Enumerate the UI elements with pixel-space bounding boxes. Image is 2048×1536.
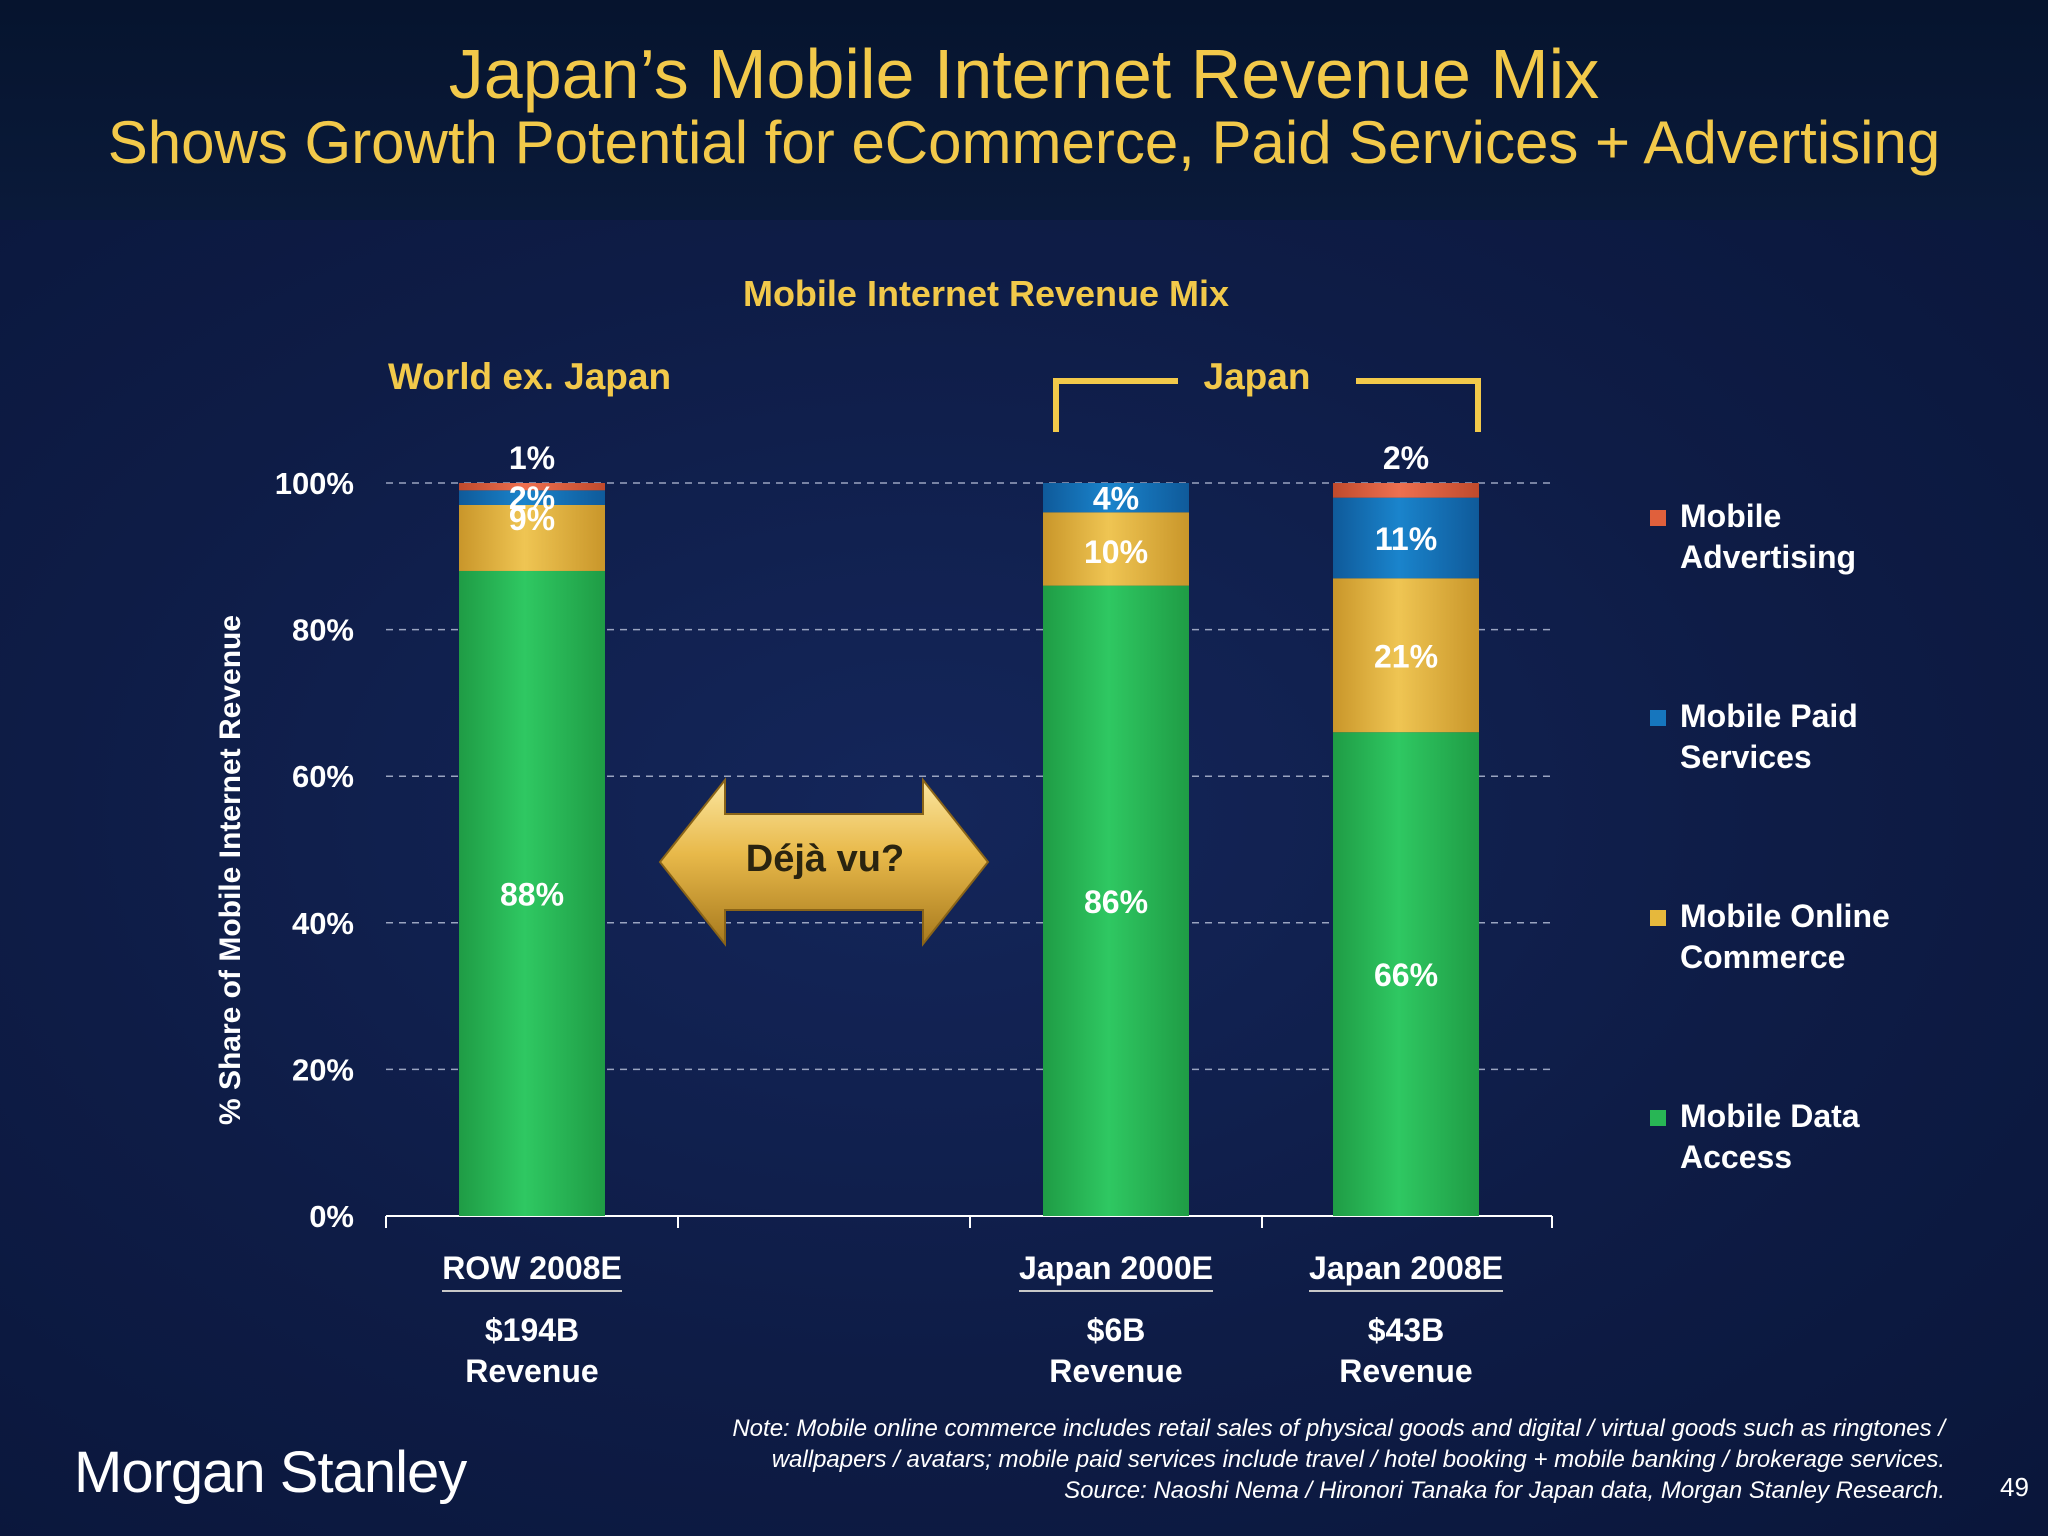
- data-labels: 88%9%2%1%86%10%4%66%21%11%2%: [500, 440, 1438, 993]
- footnote: Note: Mobile online commerce includes re…: [545, 1413, 1945, 1506]
- bar-segment-mobile-online-commerce: [1333, 578, 1479, 733]
- y-tick-label: 0%: [309, 1199, 354, 1234]
- japan-bracket: [1053, 378, 1481, 432]
- category-revenue: $194B Revenue: [402, 1310, 662, 1392]
- legend-item: Mobile Advertising: [1650, 496, 1950, 578]
- revenue-caption: Revenue: [465, 1353, 599, 1389]
- category-label: Japan 2000E $6B Revenue: [986, 1248, 1246, 1392]
- slide-body: [0, 220, 2048, 1536]
- y-tick-label: 60%: [292, 759, 354, 794]
- data-label: 4%: [1093, 481, 1139, 517]
- legend-swatch: [1650, 710, 1666, 726]
- y-tick-label: 100%: [275, 466, 354, 501]
- arrow-label: Déjà vu?: [745, 838, 905, 880]
- footnote-line: Source: Naoshi Nema / Hironori Tanaka fo…: [1064, 1477, 1945, 1504]
- slide-title: Japan’s Mobile Internet Revenue Mix: [448, 35, 1600, 113]
- bar-segment-mobile-data-access: [1043, 585, 1189, 1216]
- data-label: 21%: [1374, 638, 1438, 674]
- revenue-amount: $6B: [1086, 1312, 1146, 1348]
- double-arrow: [658, 777, 990, 947]
- bar-segment-mobile-data-access: [1333, 732, 1479, 1216]
- legend-label: Mobile Online Commerce: [1680, 898, 1890, 975]
- y-tick-label: 20%: [292, 1052, 354, 1087]
- group-label-japan: Japan: [1203, 356, 1311, 397]
- group-label-world: World ex. Japan: [388, 356, 672, 397]
- bar-segment-mobile-paid-services: [1043, 483, 1189, 513]
- chart-title: Mobile Internet Revenue Mix: [743, 273, 1229, 314]
- bar-segment-mobile-paid-services: [1333, 497, 1479, 579]
- revenue-caption: Revenue: [1049, 1353, 1183, 1389]
- category-name: ROW 2008E: [442, 1248, 622, 1292]
- legend-swatch: [1650, 510, 1666, 526]
- legend-item: Mobile Data Access: [1650, 1096, 1950, 1178]
- category-revenue: $6B Revenue: [986, 1310, 1246, 1392]
- legend-item: Mobile Online Commerce: [1650, 896, 1950, 978]
- legend-label: Mobile Data Access: [1680, 1098, 1860, 1175]
- title-band: [0, 0, 2048, 220]
- bar-segment-mobile-online-commerce: [1043, 512, 1189, 586]
- legend-label: Mobile Paid Services: [1680, 698, 1858, 775]
- footnote-line: Note: Mobile online commerce includes re…: [732, 1415, 1945, 1442]
- data-label: 2%: [1383, 440, 1429, 476]
- legend-swatch: [1650, 910, 1666, 926]
- data-label: 11%: [1375, 521, 1437, 557]
- footnote-line: wallpapers / avatars; mobile paid servic…: [771, 1446, 1945, 1473]
- page-number: 49: [2000, 1472, 2029, 1502]
- data-label: 88%: [500, 876, 564, 912]
- data-label: 1%: [509, 440, 555, 476]
- bars: [459, 483, 1479, 1216]
- data-label: 2%: [509, 480, 555, 516]
- y-tick-label: 40%: [292, 906, 354, 941]
- y-axis-label: % Share of Mobile Internet Revenue: [214, 615, 247, 1125]
- revenue-caption: Revenue: [1339, 1353, 1473, 1389]
- bar-segment-mobile-paid-services: [459, 490, 605, 505]
- category-name: Japan 2008E: [1309, 1248, 1503, 1292]
- bar-segment-mobile-advertising: [1333, 483, 1479, 498]
- data-label: 86%: [1084, 884, 1148, 920]
- category-label: Japan 2008E $43B Revenue: [1276, 1248, 1536, 1392]
- bar-segment-mobile-advertising: [459, 483, 605, 491]
- bar-segment-mobile-online-commerce: [459, 504, 605, 571]
- category-label: ROW 2008E $194B Revenue: [402, 1248, 662, 1392]
- legend-item: Mobile Paid Services: [1650, 696, 1950, 778]
- morgan-stanley-logo: Morgan Stanley: [74, 1440, 467, 1505]
- data-label: 66%: [1374, 957, 1438, 993]
- category-name: Japan 2000E: [1019, 1248, 1213, 1292]
- data-label: 9%: [509, 501, 555, 537]
- legend-swatch: [1650, 1110, 1666, 1126]
- revenue-amount: $43B: [1367, 1312, 1445, 1348]
- legend-label: Mobile Advertising: [1680, 498, 1857, 575]
- y-tick-label: 80%: [292, 613, 354, 648]
- bar-segment-mobile-data-access: [459, 570, 605, 1216]
- category-revenue: $43B Revenue: [1276, 1310, 1536, 1392]
- slide-subtitle: Shows Growth Potential for eCommerce, Pa…: [107, 109, 1941, 176]
- data-label: 10%: [1084, 534, 1148, 570]
- revenue-amount: $194B: [484, 1312, 580, 1348]
